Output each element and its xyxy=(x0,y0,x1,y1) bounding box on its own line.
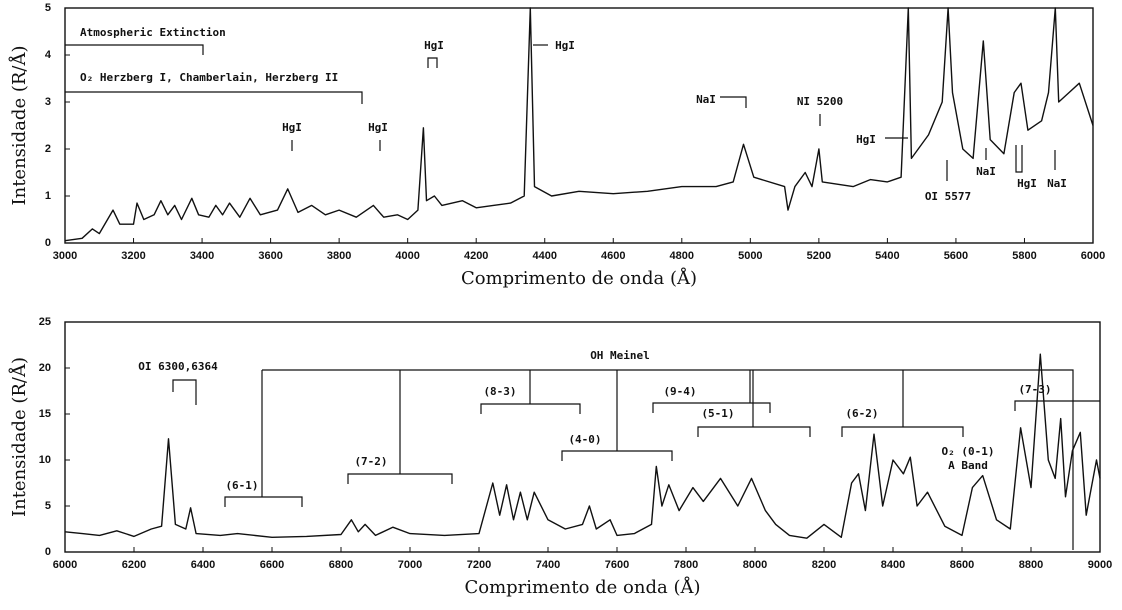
annotation-bracket xyxy=(841,426,964,437)
annotation: (7-2) xyxy=(354,455,387,468)
annotation: HgI xyxy=(555,39,575,52)
annotation: HgI xyxy=(1017,177,1037,190)
x-tick-label: 4200 xyxy=(464,250,488,262)
x-tick-label: 8800 xyxy=(1019,559,1043,571)
x-tick-label: 6600 xyxy=(260,559,284,571)
annotation: (6-2) xyxy=(845,407,878,420)
annotation-bracket xyxy=(262,369,1074,550)
x-tick-label: 6000 xyxy=(1081,250,1105,262)
y-tick-label: 2 xyxy=(45,143,51,155)
y-axis-label: Intensidade (R/Å) xyxy=(8,357,30,517)
spectrum-line xyxy=(64,7,1094,242)
y-tick-label: 20 xyxy=(39,362,51,374)
y-tick-label: 0 xyxy=(45,237,51,249)
annotation: A Band xyxy=(948,459,988,472)
x-tick-label: 5200 xyxy=(807,250,831,262)
x-tick-label: 6800 xyxy=(329,559,353,571)
x-tick-label: 4000 xyxy=(395,250,419,262)
annotation: (8-3) xyxy=(483,385,516,398)
annotation: O₂ Herzberg I, Chamberlain, Herzberg II xyxy=(80,71,338,84)
annotation: HgI xyxy=(424,39,444,52)
y-tick-label: 15 xyxy=(39,408,51,420)
x-axis-label: Comprimento de onda (Å) xyxy=(464,576,700,598)
x-axis-label: Comprimento de onda (Å) xyxy=(461,267,697,289)
annotation-bracket xyxy=(480,403,581,414)
annotation: NI 5200 xyxy=(797,95,843,108)
x-tick-label: 3400 xyxy=(190,250,214,262)
x-tick-label: 5800 xyxy=(1012,250,1036,262)
annotation: (7-3) xyxy=(1018,383,1051,396)
y-tick-label: 10 xyxy=(39,454,51,466)
annotation-bracket xyxy=(561,450,673,461)
annotation: (9-4) xyxy=(663,385,696,398)
x-tick-label: 7200 xyxy=(467,559,491,571)
y-tick-label: 1 xyxy=(45,190,51,202)
annotation: (4-0) xyxy=(568,433,601,446)
annotation-bracket xyxy=(720,96,747,108)
x-tick-label: 5400 xyxy=(875,250,899,262)
spectrum-line xyxy=(64,353,1101,539)
x-tick-label: 9000 xyxy=(1088,559,1112,571)
annotation: OI 5577 xyxy=(925,190,971,203)
y-tick-label: 0 xyxy=(45,546,51,558)
x-tick-label: 4600 xyxy=(601,250,625,262)
x-tick-label: 3000 xyxy=(53,250,77,262)
annotation: O₂ (0-1) xyxy=(942,445,995,458)
x-tick-label: 8600 xyxy=(950,559,974,571)
annotation: Atmospheric Extinction xyxy=(80,26,226,39)
annotation: HgI xyxy=(368,121,388,134)
x-tick-label: 5600 xyxy=(944,250,968,262)
annotation: NaI xyxy=(976,165,996,178)
x-tick-label: 7800 xyxy=(674,559,698,571)
annotation-bracket xyxy=(347,473,453,484)
x-tick-label: 3800 xyxy=(327,250,351,262)
y-tick-label: 4 xyxy=(45,49,52,61)
x-tick-label: 5000 xyxy=(738,250,762,262)
annotation-bracket xyxy=(427,57,438,68)
plot-frame xyxy=(64,7,1094,244)
x-tick-label: 8400 xyxy=(881,559,905,571)
annotation-bracket xyxy=(224,496,303,507)
annotation: OH Meinel xyxy=(590,349,650,362)
y-axis-label: Intensidade (R/Å) xyxy=(8,46,30,206)
plot-frame xyxy=(64,321,1101,553)
x-tick-label: 6200 xyxy=(122,559,146,571)
x-tick-label: 8000 xyxy=(743,559,767,571)
annotation: HgI xyxy=(282,121,302,134)
annotation-bracket xyxy=(1015,145,1023,173)
annotation: HgI xyxy=(856,133,876,146)
annotation: OI 6300,6364 xyxy=(138,360,218,373)
y-tick-label: 3 xyxy=(45,96,51,108)
x-tick-label: 8200 xyxy=(812,559,836,571)
annotation-bracket xyxy=(65,44,204,55)
y-tick-label: 5 xyxy=(45,500,51,512)
annotation-bracket xyxy=(172,379,197,405)
x-tick-label: 4400 xyxy=(532,250,556,262)
x-tick-label: 7400 xyxy=(536,559,560,571)
annotation: (6-1) xyxy=(225,479,258,492)
x-tick-label: 6000 xyxy=(53,559,77,571)
x-tick-label: 6400 xyxy=(191,559,215,571)
annotation: (5-1) xyxy=(701,407,734,420)
annotation-bracket xyxy=(652,402,771,413)
annotation-bracket xyxy=(1014,400,1100,411)
x-tick-label: 3200 xyxy=(121,250,145,262)
annotation-bracket xyxy=(65,91,363,104)
annotation: NaI xyxy=(696,93,716,106)
y-tick-label: 25 xyxy=(39,316,51,328)
x-tick-label: 3600 xyxy=(258,250,282,262)
x-tick-label: 4800 xyxy=(670,250,694,262)
x-tick-label: 7600 xyxy=(605,559,629,571)
x-tick-label: 7000 xyxy=(398,559,422,571)
annotation-bracket xyxy=(697,426,811,437)
annotation: NaI xyxy=(1047,177,1067,190)
y-tick-label: 5 xyxy=(45,2,51,14)
